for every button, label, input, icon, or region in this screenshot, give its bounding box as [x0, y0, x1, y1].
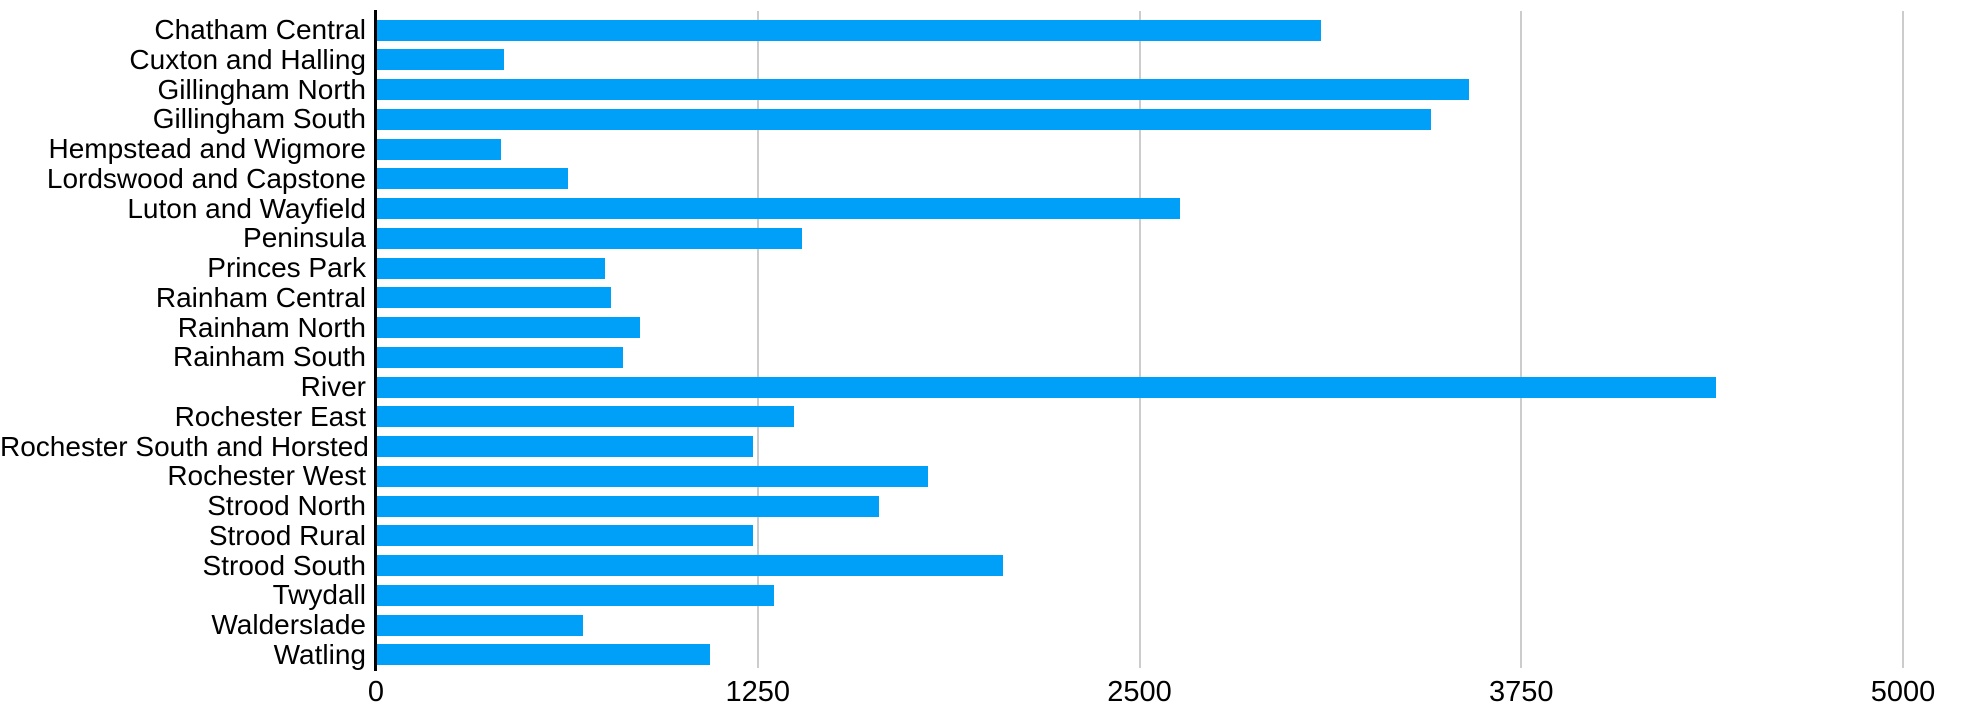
bar-rochester-west — [377, 465, 929, 487]
bar-strood-rural — [377, 525, 753, 547]
category-label: River — [300, 371, 366, 402]
x-tick-label-5000: 5000 — [1870, 676, 1936, 708]
gridline-3750 — [1520, 11, 1523, 668]
category-label: Rainham North — [177, 311, 366, 343]
category-label: Gillingham South — [152, 103, 366, 135]
bar-rainham-central — [377, 287, 611, 309]
category-label: Cuxton and Halling — [129, 43, 366, 75]
x-tick-label-2500: 2500 — [1107, 676, 1172, 708]
gridline-1250 — [756, 11, 759, 668]
bar-gillingham-south — [377, 108, 1431, 130]
category-label: Twydall — [272, 579, 366, 611]
bar-walderslade — [377, 614, 584, 636]
x-tick-label-3750: 3750 — [1488, 676, 1554, 708]
category-label: Rainham Central — [155, 281, 366, 313]
x-tick-label-1250: 1250 — [725, 676, 791, 708]
category-label: Strood South — [202, 549, 366, 581]
bar-rochester-south-and-horsted — [377, 436, 753, 457]
bar-luton-and-wayfield — [377, 198, 1181, 219]
bar-princes-park — [377, 257, 605, 279]
category-label: Strood North — [207, 490, 366, 521]
y-axis-line — [374, 10, 377, 671]
x-tick-label-0: 0 — [367, 676, 385, 708]
category-label: Princes Park — [207, 252, 366, 283]
category-label: Gillingham North — [157, 73, 366, 105]
category-label: Lordswood and Capstone — [46, 162, 366, 194]
category-label: Chatham Central — [154, 14, 366, 45]
bar-lordswood-and-capstone — [377, 168, 568, 190]
bar-gillingham-north — [377, 79, 1469, 100]
category-label: Walderslade — [211, 609, 366, 640]
bar-twydall — [377, 584, 775, 606]
category-label: Rainham South — [172, 341, 366, 373]
bar-chatham-central — [377, 19, 1321, 41]
category-label: Rochester East — [174, 400, 366, 432]
category-label: Hempstead and Wigmore — [48, 133, 366, 164]
bar-cuxton-and-halling — [377, 49, 504, 71]
category-label: Rochester South and Horsted — [0, 430, 369, 462]
bar-river — [377, 376, 1717, 398]
gridline-2500 — [1138, 11, 1141, 668]
category-label: Strood Rural — [208, 519, 366, 551]
bar-peninsula — [377, 227, 802, 249]
bar-strood-south — [377, 555, 1004, 576]
category-label: Luton and Wayfield — [127, 192, 366, 224]
gridline-5000 — [1902, 11, 1904, 668]
bar-rainham-south — [377, 346, 623, 368]
bar-rochester-east — [377, 406, 794, 428]
category-label: Rochester West — [167, 460, 366, 492]
category-label: Peninsula — [243, 222, 366, 254]
category-label: Watling — [273, 638, 366, 670]
bar-hempstead-and-wigmore — [377, 138, 501, 160]
bar-strood-north — [377, 495, 880, 517]
bar-rainham-north — [377, 317, 640, 338]
bar-watling — [377, 644, 710, 666]
